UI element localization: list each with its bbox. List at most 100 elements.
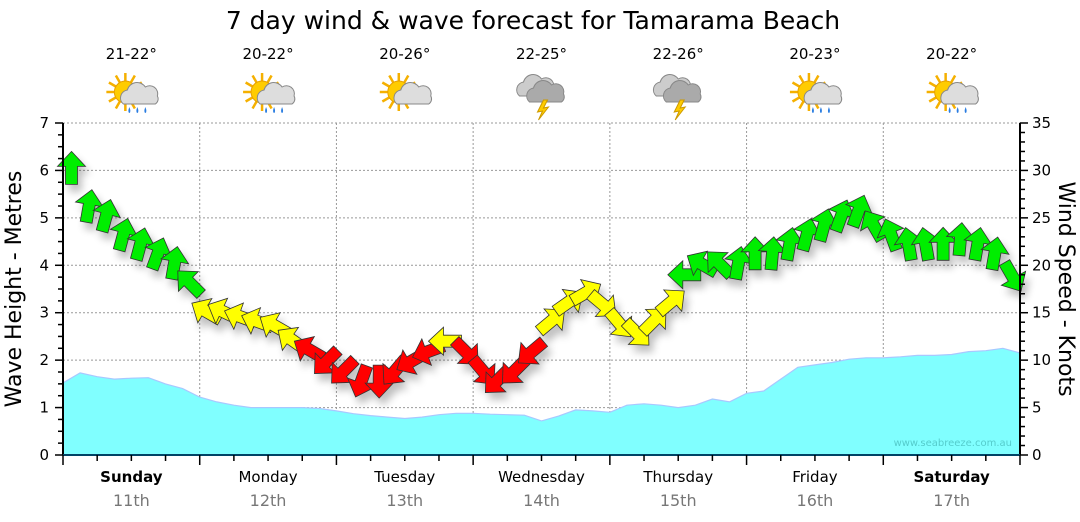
wind-arrow — [980, 236, 1010, 272]
wind-arrows — [56, 150, 1027, 399]
wind-arrow — [637, 308, 667, 337]
y-tick-label-right: 25 — [1032, 209, 1051, 227]
date-label: 13th — [386, 491, 423, 510]
sun-ray — [928, 81, 937, 88]
weather-icon-thunderstorm — [516, 74, 565, 121]
day-temperature: 22-25° — [516, 45, 567, 63]
rain-drop — [964, 107, 967, 113]
wind-arrow — [92, 198, 122, 234]
watermark: www.seabreeze.com.au — [894, 438, 1012, 449]
sun-ray — [251, 74, 258, 84]
sun-ray — [935, 100, 942, 110]
wave-area — [62, 347, 1021, 456]
day-label: Wednesday — [498, 468, 585, 486]
sun-ray — [388, 74, 395, 84]
cloud — [526, 80, 565, 103]
rain-drop — [136, 107, 139, 113]
sun-ray — [129, 74, 136, 84]
wind-arrow — [56, 150, 87, 185]
sun-ray — [381, 96, 390, 103]
cloud — [940, 82, 979, 105]
wind-arrow — [160, 246, 190, 281]
wind-arrow — [654, 289, 685, 318]
date-label: 14th — [523, 491, 560, 510]
day-label: Monday — [238, 468, 297, 486]
day-label: Tuesday — [373, 468, 435, 486]
chart-title: 7 day wind & wave forecast for Tamarama … — [226, 6, 840, 35]
day-label: Sunday — [100, 468, 163, 486]
sun-ray — [108, 81, 117, 88]
rain-drop — [265, 107, 268, 113]
y-axis-right-label: Wind Speed - Knots — [1053, 181, 1078, 396]
day-labels: 21-22° Sunday 11th 20-22° Monday 12th 20-26° Tu… — [100, 45, 990, 510]
y-tick-label-right: 0 — [1032, 446, 1042, 464]
sun-ray — [244, 81, 254, 88]
sun-ray — [791, 81, 801, 88]
sun-ray — [388, 100, 395, 110]
rain-drop — [281, 107, 284, 113]
date-label: 12th — [250, 491, 287, 510]
wind-arrow — [667, 259, 702, 290]
rain-drop — [144, 107, 147, 113]
weather-icon-sun-cloud-rain — [106, 73, 159, 113]
sun-ray — [403, 74, 410, 84]
axes: 0 1 2 3 4 5 6 7 0 5 10 15 20 25 30 35 — [39, 114, 1051, 465]
y-tick-label-right: 35 — [1032, 114, 1051, 132]
rain-drop — [819, 107, 822, 113]
weather-icon-thunderstorm — [652, 74, 702, 121]
y-tick-label-left: 1 — [39, 399, 49, 417]
day-temperature: 22-26° — [653, 45, 704, 63]
wind-arrow — [586, 289, 617, 317]
sun-ray — [798, 74, 805, 84]
date-label: 11th — [113, 491, 150, 510]
rain-drop — [827, 107, 830, 113]
sun-ray — [381, 81, 390, 88]
cloud — [393, 82, 433, 105]
weather-icon-sun-cloud-rain — [789, 73, 843, 113]
sun-ray — [928, 96, 937, 103]
cloud — [256, 82, 296, 105]
sun-ray — [108, 96, 117, 103]
weather-icon-sun-cloud-rain — [243, 73, 296, 113]
day-temperature: 20-22° — [243, 45, 294, 63]
sun-ray — [244, 96, 254, 103]
date-label: 15th — [660, 491, 697, 510]
lightning-bolt — [536, 99, 550, 121]
y-tick-label-right: 10 — [1032, 351, 1051, 369]
day-temperature: 20-26° — [379, 45, 430, 63]
cloud — [662, 80, 702, 103]
sun-ray — [935, 74, 942, 84]
day-label: Friday — [792, 468, 838, 486]
y-axis-left-label: Wave Height - Metres — [2, 171, 27, 408]
wind-arrow — [517, 336, 549, 365]
sun-ray — [813, 74, 820, 84]
y-tick-label-right: 20 — [1032, 256, 1051, 274]
sun-ray — [266, 74, 273, 84]
wind-arrow — [449, 335, 479, 365]
y-tick-label-left: 3 — [39, 304, 49, 322]
y-tick-label-left: 5 — [39, 209, 49, 227]
date-label: 16th — [797, 491, 834, 510]
date-label: 17th — [933, 491, 970, 510]
day-temperature: 21-22° — [106, 45, 157, 63]
rain-drop — [273, 107, 276, 113]
day-temperature: 20-23° — [789, 45, 840, 63]
cloud — [803, 82, 843, 105]
y-tick-label-left: 2 — [39, 351, 49, 369]
day-label: Saturday — [913, 468, 990, 486]
day-label: Thursday — [642, 468, 713, 486]
rain-drop — [128, 107, 131, 113]
weather-icon-sun-cloud — [379, 73, 433, 111]
y-tick-label-right: 5 — [1032, 399, 1042, 417]
y-tick-label-right: 30 — [1032, 161, 1051, 179]
day-temperature: 20-22° — [926, 45, 977, 63]
sun-ray — [114, 100, 121, 110]
rain-drop — [956, 107, 959, 113]
y-tick-label-left: 4 — [39, 256, 49, 274]
wind-arrow — [534, 308, 566, 337]
sun-ray — [251, 100, 258, 110]
y-tick-label-right: 15 — [1032, 304, 1051, 322]
wind-arrow — [686, 250, 720, 279]
cloud — [120, 82, 159, 105]
